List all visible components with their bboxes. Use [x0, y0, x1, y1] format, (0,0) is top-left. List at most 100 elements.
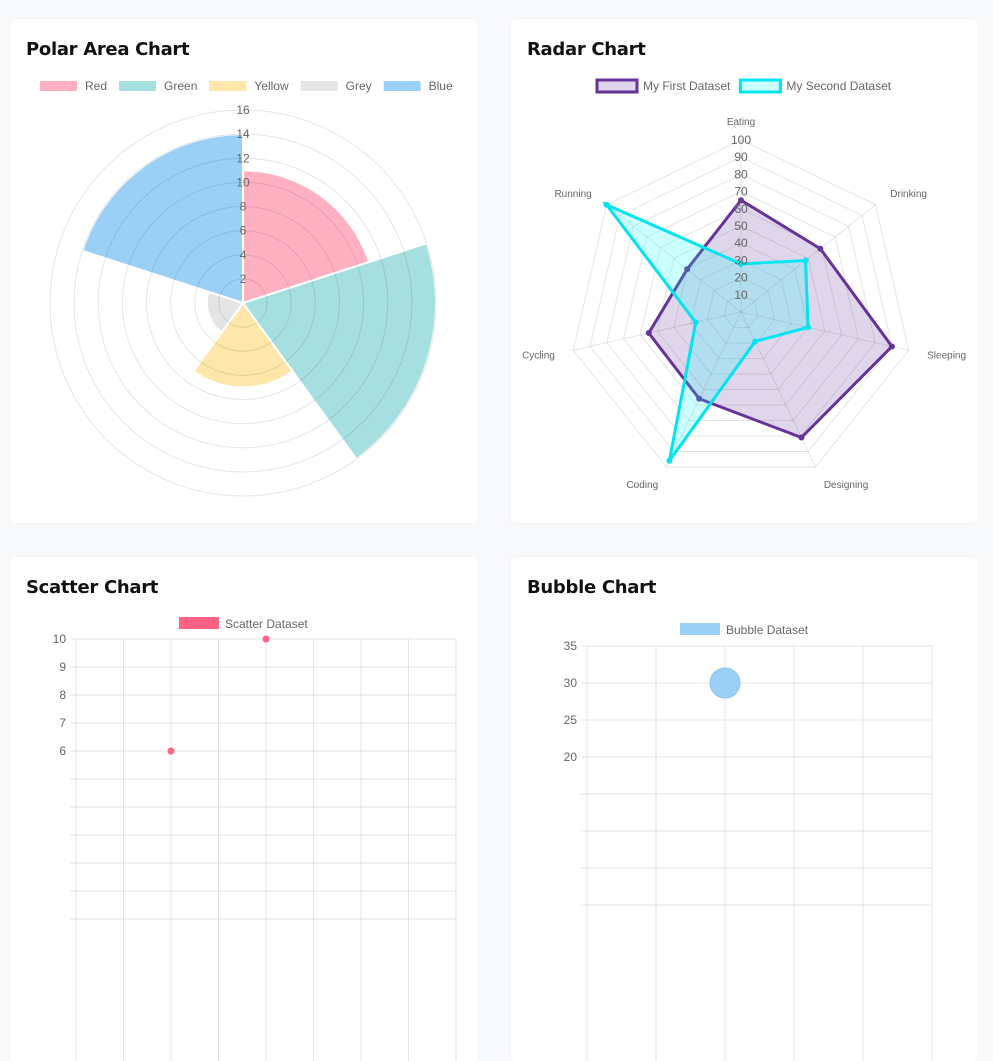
polar-segment-yellow — [191, 301, 295, 389]
angle-line — [665, 311, 742, 468]
grid-ring — [639, 208, 843, 406]
chart-title: Bubble Chart — [527, 577, 657, 598]
angle-line — [740, 204, 876, 313]
legend-label: Grey — [346, 79, 372, 93]
legend-swatch[interactable] — [119, 81, 157, 91]
polar-segment-grey — [205, 290, 245, 334]
grid-ring — [606, 173, 876, 437]
grid-circle — [49, 109, 437, 497]
data-point[interactable] — [262, 635, 270, 643]
tick-label: 50 — [734, 219, 748, 233]
tick-label: 2 — [240, 272, 247, 286]
legend-swatch[interactable] — [680, 623, 720, 635]
tick-label: 10 — [734, 288, 748, 302]
legend-swatch[interactable] — [383, 81, 421, 91]
data-point[interactable] — [888, 343, 895, 350]
radar-card: Radar Chart My First Dataset My Second Da… — [511, 19, 978, 523]
grid-circle — [170, 230, 316, 376]
data-point[interactable] — [692, 319, 699, 326]
legend-label: My Second Dataset — [786, 79, 891, 93]
grid-circle — [121, 181, 365, 425]
data-point[interactable] — [798, 434, 805, 441]
bubble-chart: Bubble Dataset 35 30 25 20 — [564, 623, 933, 1061]
y-tick-label: 30 — [564, 676, 578, 690]
tick-label: 70 — [734, 185, 748, 199]
y-tick-label: 9 — [59, 660, 66, 674]
data-point[interactable] — [802, 257, 809, 264]
data-point[interactable] — [603, 201, 610, 208]
angle-line — [573, 311, 742, 351]
radar-area-2 — [601, 201, 810, 462]
legend-swatch[interactable] — [179, 617, 219, 629]
grid-ring — [690, 259, 792, 359]
legend-label: Yellow — [254, 79, 289, 93]
polar-card: Polar Area Chart Red Green Yellow Grey Blue 2… — [10, 19, 478, 523]
tick-label: 20 — [734, 271, 748, 285]
legend-swatch[interactable] — [300, 81, 338, 91]
point-label: Sleeping — [927, 350, 966, 361]
grid-ring — [656, 225, 826, 390]
data-point[interactable] — [645, 330, 652, 337]
y-tick-label: 8 — [59, 688, 66, 702]
tick-label: 6 — [240, 224, 247, 238]
y-tick-label: 35 — [564, 639, 578, 653]
tick-label: 80 — [734, 167, 748, 181]
data-point[interactable] — [738, 197, 744, 204]
grid-ring — [572, 139, 910, 468]
grid-circle — [73, 133, 413, 473]
bubble-card: Bubble Chart Bubble Dataset 35 30 25 20 — [511, 557, 978, 1061]
legend-label: Blue — [429, 79, 453, 93]
tick-label: 12 — [236, 151, 250, 165]
radar-area-1 — [646, 198, 894, 440]
data-point[interactable] — [752, 338, 759, 345]
tick-label: 8 — [240, 200, 247, 214]
point-label: Coding — [626, 480, 658, 491]
y-tick-label: 20 — [564, 750, 578, 764]
legend-label: Red — [85, 79, 107, 93]
polar-segment-green — [241, 242, 437, 461]
data-point[interactable] — [666, 457, 673, 464]
chart-title: Scatter Chart — [26, 577, 159, 598]
tick-label: 90 — [734, 150, 748, 164]
y-tick-label: 10 — [53, 632, 67, 646]
tick-label: 4 — [240, 248, 247, 262]
data-point[interactable] — [805, 324, 812, 331]
grid-circle — [218, 278, 268, 328]
scatter-chart: Scatter Dataset 10 9 8 7 6 — [53, 617, 457, 1061]
legend-swatch[interactable] — [738, 78, 782, 94]
angle-line — [740, 311, 817, 468]
grid-circle — [146, 206, 340, 400]
point-label: Designing — [824, 480, 868, 491]
tick-label: 16 — [236, 103, 250, 117]
data-point[interactable] — [709, 667, 741, 699]
legend-swatch[interactable] — [209, 81, 247, 91]
y-tick-label: 6 — [59, 744, 66, 758]
tick-label: 60 — [734, 202, 748, 216]
angle-line — [740, 311, 909, 351]
point-label: Drinking — [890, 189, 927, 200]
tick-label: 14 — [236, 127, 250, 141]
data-point[interactable] — [738, 260, 744, 267]
data-point[interactable] — [696, 395, 703, 402]
data-point[interactable] — [684, 266, 691, 273]
grid-circle — [97, 157, 389, 449]
legend-swatch[interactable] — [595, 78, 639, 94]
point-label: Eating — [727, 117, 755, 128]
y-tick-label: 25 — [564, 713, 578, 727]
radar-chart: My First Dataset My Second Dataset Eating D… — [522, 78, 966, 491]
point-label: Cycling — [522, 350, 555, 361]
legend-label: Bubble Dataset — [726, 623, 809, 637]
y-tick-label: 7 — [59, 716, 66, 730]
legend-label: My First Dataset — [643, 79, 731, 93]
grid-ring — [723, 294, 759, 328]
legend-label: Green — [164, 79, 197, 93]
legend-swatch[interactable] — [40, 81, 77, 91]
tick-label: 30 — [734, 253, 748, 267]
polar-segment-blue — [81, 133, 244, 305]
angle-line — [606, 204, 742, 313]
data-point[interactable] — [167, 747, 175, 755]
grid-ring — [706, 277, 776, 344]
chart-title: Radar Chart — [527, 39, 646, 60]
data-point[interactable] — [817, 245, 824, 252]
grid-circle — [194, 254, 292, 352]
